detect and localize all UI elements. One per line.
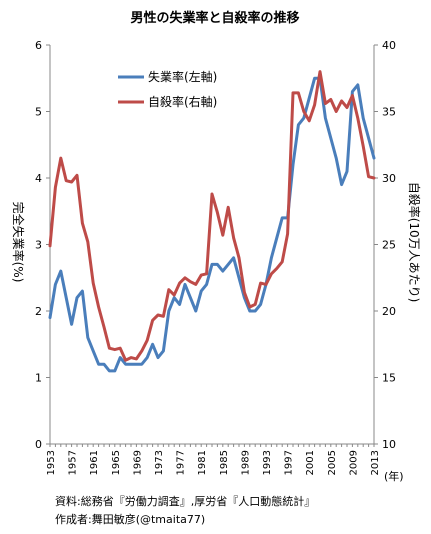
series-line-suicide [48, 70, 376, 362]
series-layer [48, 70, 376, 373]
x-tick-label: 1957 [68, 450, 79, 475]
x-tick-label: 1965 [111, 450, 122, 475]
x-tick-label: 1953 [46, 450, 57, 475]
author-note: 作成者:舞田敏彦(@tmaita77) [55, 513, 206, 526]
y-right-tick-label: 30 [382, 172, 396, 185]
y-right-tick-label: 40 [382, 39, 396, 52]
y-left-tick-label: 1 [35, 372, 42, 385]
x-tick-label: 1989 [240, 450, 251, 475]
x-tick-label: 1969 [132, 450, 143, 475]
y-axis-label-right: 自殺率(10万人あたり) [407, 182, 422, 303]
y-right-tick-label: 20 [382, 305, 396, 318]
y-axis-label-left: 完全失業率(%) [11, 202, 26, 283]
y-right-tick-label: 25 [382, 239, 396, 252]
x-tick-label: 1973 [154, 450, 165, 475]
legend-label-suicide: 自殺率(右軸) [148, 94, 217, 109]
x-tick-label: 1993 [262, 450, 273, 475]
x-tick-label: 2009 [348, 450, 359, 475]
y-left-tick-label: 3 [35, 239, 42, 252]
y-right-tick-label: 35 [382, 106, 396, 119]
series-line-unemployment [48, 76, 376, 373]
legend: 失業率(左軸) 自殺率(右軸) [118, 69, 217, 109]
y-left-tick-label: 5 [35, 106, 42, 119]
y-left-tick-label: 4 [35, 172, 42, 185]
y-left-tick-label: 0 [35, 438, 42, 451]
source-note: 資料:総務省『労働力調査』,厚労省『人口動態統計』 [55, 495, 316, 508]
axes: 0 1 2 3 4 5 6 10 15 20 25 30 35 40 1953 1957 1961 1965 196… [35, 39, 396, 475]
x-tick-label: 1961 [89, 450, 100, 475]
x-tick-label: 1997 [284, 450, 295, 475]
x-tick-label: 1977 [176, 450, 187, 475]
chart-title: 男性の失業率と自殺率の推移 [130, 10, 299, 26]
x-tick-label: 2001 [305, 450, 316, 475]
y-left-tick-label: 6 [35, 39, 42, 52]
y-left-tick-label: 2 [35, 305, 42, 318]
legend-label-unemployment: 失業率(左軸) [148, 69, 217, 84]
x-tick-label: 1985 [219, 450, 230, 475]
y-right-tick-label: 10 [382, 438, 396, 451]
x-tick-label: 2005 [327, 450, 338, 475]
y-right-tick-label: 15 [382, 372, 396, 385]
x-tick-label: 1981 [197, 450, 208, 475]
x-axis-label: (年) [384, 469, 404, 483]
x-tick-label: 2013 [370, 450, 381, 475]
